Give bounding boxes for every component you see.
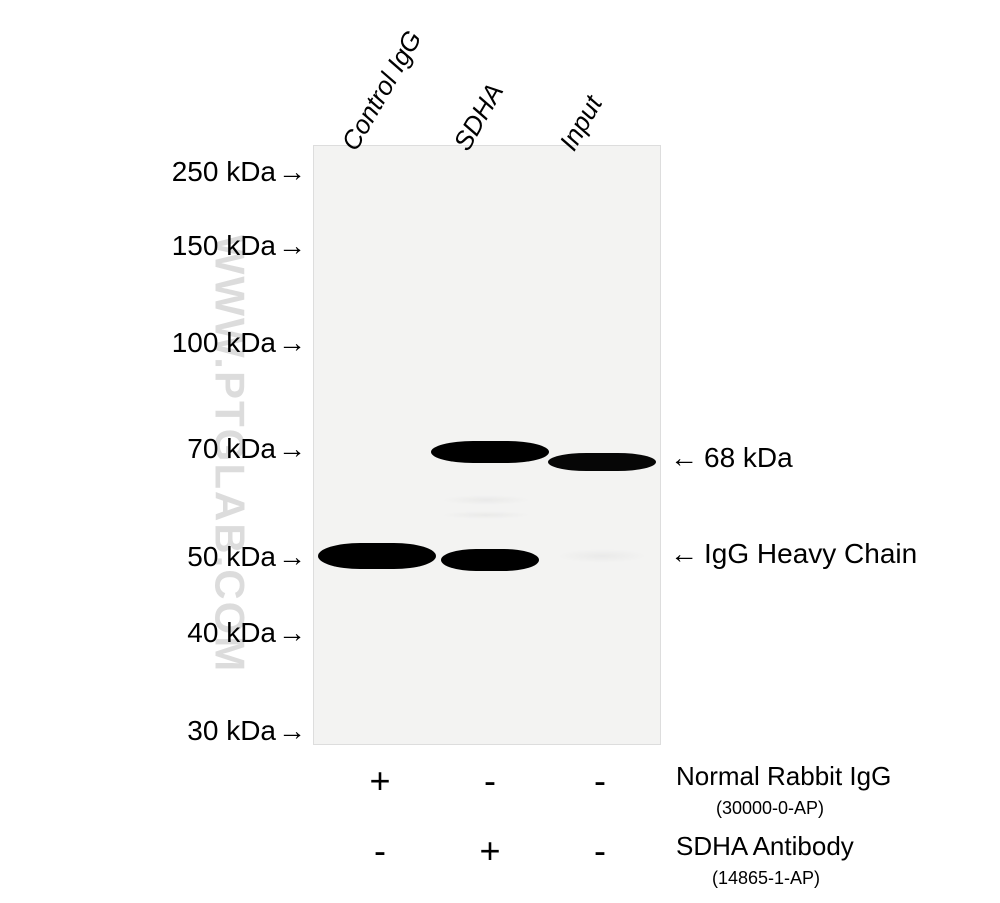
condition-sign: -	[475, 760, 505, 802]
reagent-name: SDHA Antibody	[676, 831, 854, 861]
reagent-label-normal-igg: Normal Rabbit IgG (30000-0-AP)	[676, 762, 891, 819]
mw-text: 30 kDa	[187, 715, 276, 746]
mw-label-100: 100 kDa→	[172, 327, 306, 359]
faint-band	[557, 549, 647, 563]
band-sdha-50kda	[441, 549, 539, 571]
condition-sign: +	[475, 830, 505, 872]
mw-label-70: 70 kDa→	[187, 433, 306, 465]
annot-text: 68 kDa	[704, 442, 793, 473]
reagent-catalog: (30000-0-AP)	[716, 798, 824, 818]
arrow-right-icon: →	[278, 715, 306, 746]
arrow-right-icon: →	[278, 617, 306, 648]
mw-text: 250 kDa	[172, 156, 276, 187]
reagent-label-sdha-antibody: SDHA Antibody (14865-1-AP)	[676, 832, 854, 889]
arrow-right-icon: →	[278, 156, 306, 187]
condition-sign: +	[365, 760, 395, 802]
band-annotation-68kda: ←68 kDa	[670, 442, 793, 474]
figure-root: WWW.PTGLAB.COM Control IgG SDHA Input 25…	[0, 0, 1000, 903]
mw-text: 100 kDa	[172, 327, 276, 358]
mw-label-30: 30 kDa→	[187, 715, 306, 747]
condition-sign: -	[585, 830, 615, 872]
condition-sign: -	[585, 760, 615, 802]
arrow-right-icon: →	[278, 433, 306, 464]
arrow-left-icon: ←	[670, 538, 698, 569]
condition-sign: -	[365, 830, 395, 872]
faint-band	[441, 495, 531, 505]
reagent-name: Normal Rabbit IgG	[676, 761, 891, 791]
band-control-50kda	[318, 543, 436, 569]
arrow-right-icon: →	[278, 327, 306, 358]
arrow-right-icon: →	[278, 230, 306, 261]
arrow-right-icon: →	[278, 541, 306, 572]
mw-label-150: 150 kDa→	[172, 230, 306, 262]
mw-label-40: 40 kDa→	[187, 617, 306, 649]
mw-text: 40 kDa	[187, 617, 276, 648]
reagent-catalog: (14865-1-AP)	[712, 868, 820, 888]
mw-text: 70 kDa	[187, 433, 276, 464]
band-input-68kda	[548, 453, 656, 471]
band-annotation-igg-heavy: ←IgG Heavy Chain	[670, 538, 917, 570]
mw-label-250: 250 kDa→	[172, 156, 306, 188]
arrow-left-icon: ←	[670, 442, 698, 473]
annot-text: IgG Heavy Chain	[704, 538, 917, 569]
mw-text: 150 kDa	[172, 230, 276, 261]
mw-text: 50 kDa	[187, 541, 276, 572]
lane-label-control: Control IgG	[335, 25, 428, 156]
faint-band	[441, 511, 531, 519]
mw-label-50: 50 kDa→	[187, 541, 306, 573]
band-sdha-68kda	[431, 441, 549, 463]
